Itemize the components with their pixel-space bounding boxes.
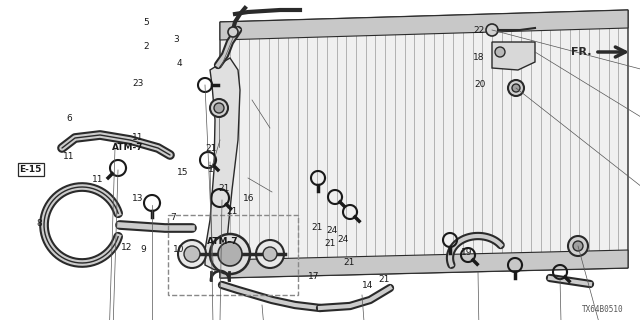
Text: 3: 3 [173,36,179,44]
Text: 7: 7 [170,213,175,222]
Text: E-15: E-15 [20,165,42,174]
Text: 20: 20 [474,80,486,89]
Text: 6: 6 [67,114,72,123]
Text: 21: 21 [205,144,217,153]
Circle shape [568,236,588,256]
Text: 22: 22 [473,26,484,35]
Text: 17: 17 [308,272,319,281]
Polygon shape [220,250,628,278]
Circle shape [210,234,250,274]
Text: 1: 1 [209,165,214,174]
Text: 21: 21 [378,276,390,284]
Text: 14: 14 [362,281,374,290]
Circle shape [178,240,206,268]
Text: ATM-7: ATM-7 [112,143,144,152]
Text: 11: 11 [132,133,143,142]
Text: 11: 11 [63,152,75,161]
Circle shape [256,240,284,268]
Text: 21: 21 [324,239,335,248]
Text: 18: 18 [473,53,484,62]
Circle shape [512,84,520,92]
Text: 12: 12 [121,244,132,252]
Polygon shape [205,58,240,270]
Text: FR.: FR. [570,47,591,57]
Polygon shape [220,10,628,278]
Circle shape [508,80,524,96]
Text: 9: 9 [141,245,146,254]
Text: 23: 23 [132,79,143,88]
Text: 24: 24 [326,226,337,235]
Text: 10: 10 [173,245,185,254]
Circle shape [228,27,238,37]
Polygon shape [492,42,535,70]
Text: 5: 5 [143,18,148,27]
Text: 8: 8 [37,220,42,228]
Text: 21: 21 [311,223,323,232]
Circle shape [214,103,224,113]
Text: 4: 4 [177,60,182,68]
Text: 21: 21 [218,184,230,193]
Text: 13: 13 [132,194,143,203]
Circle shape [495,47,505,57]
Text: 21: 21 [226,207,237,216]
Circle shape [573,241,583,251]
Circle shape [184,246,200,262]
Text: 11: 11 [92,175,103,184]
Text: 24: 24 [337,236,349,244]
Circle shape [263,247,277,261]
Text: 21: 21 [343,258,355,267]
Text: 16: 16 [243,194,254,203]
Text: TX64B0510: TX64B0510 [582,305,624,314]
Circle shape [210,99,228,117]
Text: ATM-7: ATM-7 [207,237,239,246]
Circle shape [486,24,498,36]
Text: 19: 19 [461,248,473,257]
Polygon shape [220,10,628,40]
Circle shape [218,242,242,266]
Text: 2: 2 [143,42,148,51]
Text: 15: 15 [177,168,188,177]
Bar [168,215,298,295]
